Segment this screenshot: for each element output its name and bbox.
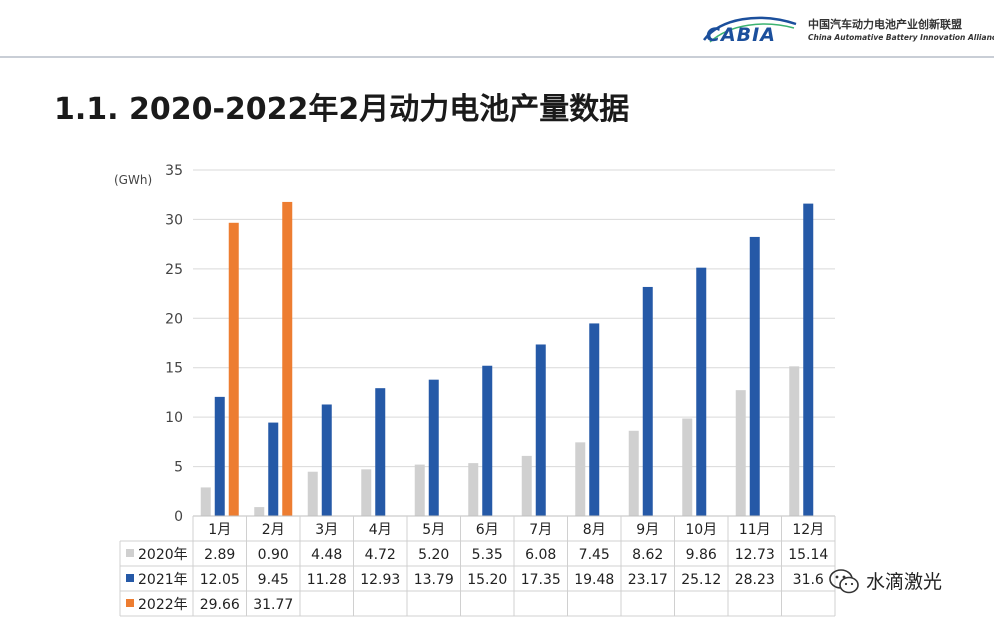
- category-label: 6月: [476, 522, 499, 538]
- data-label: 0.90: [258, 547, 289, 563]
- data-label: 28.23: [735, 572, 775, 588]
- data-label: 11.28: [307, 572, 347, 588]
- y-unit-label: (GWh): [114, 173, 152, 187]
- bar-2020-7: [521, 455, 532, 516]
- bar-2021-4: [375, 388, 386, 516]
- bar-2020-6: [468, 463, 479, 516]
- legend-label: 2022年: [138, 597, 188, 613]
- logo-text: CABIA: [706, 24, 776, 46]
- data-label: 31.77: [253, 597, 293, 613]
- bar-2021-10: [696, 267, 707, 516]
- category-label: 12月: [792, 522, 824, 538]
- data-label: 5.20: [418, 547, 449, 563]
- bar-2021-11: [749, 236, 760, 517]
- bar-2020-3: [307, 471, 318, 516]
- legend-swatch: [126, 549, 134, 557]
- category-label: 4月: [369, 522, 392, 538]
- data-label: 8.62: [632, 547, 663, 563]
- category-label: 1月: [208, 522, 231, 538]
- category-label: 7月: [529, 522, 552, 538]
- bar-2022-2: [282, 201, 293, 517]
- data-label: 31.6: [793, 572, 824, 588]
- bar-2020-2: [254, 507, 265, 516]
- bar-2020-8: [575, 442, 586, 516]
- y-tick-label: 25: [165, 262, 183, 278]
- data-label: 12.73: [735, 547, 775, 563]
- header-bar: CABIA 中国汽车动力电池产业创新联盟 China Automative Ba…: [0, 0, 994, 62]
- bar-2021-9: [642, 286, 653, 516]
- org-name-en: China Automative Battery Innovation Alli…: [808, 33, 994, 42]
- page-title: 1.1. 2020-2022年2月动力电池产量数据: [54, 92, 630, 127]
- logo-swoosh-icon: [702, 16, 797, 43]
- category-label: 10月: [685, 522, 717, 538]
- legend-swatch: [126, 574, 134, 582]
- data-label: 2.89: [204, 547, 235, 563]
- bar-2020-9: [628, 430, 639, 516]
- data-label: 9.86: [686, 547, 717, 563]
- data-label: 29.66: [200, 597, 240, 613]
- org-name-cn: 中国汽车动力电池产业创新联盟: [808, 18, 962, 31]
- data-label: 19.48: [574, 572, 614, 588]
- y-tick-label: 30: [165, 212, 183, 228]
- data-label: 7.45: [579, 547, 610, 563]
- bar-2021-3: [321, 404, 332, 516]
- y-tick-label: 10: [165, 410, 183, 426]
- data-label: 12.05: [200, 572, 240, 588]
- data-label: 6.08: [525, 547, 556, 563]
- data-label: 9.45: [258, 572, 289, 588]
- bar-2021-1: [214, 396, 225, 516]
- bar-2021-12: [803, 203, 814, 516]
- y-tick-label: 0: [174, 509, 183, 525]
- legend-label: 2021年: [138, 572, 188, 588]
- bar-2021-8: [589, 323, 600, 516]
- category-label: 8月: [583, 522, 606, 538]
- wechat-icon: [829, 569, 859, 594]
- data-label: 23.17: [628, 572, 668, 588]
- data-label: 15.14: [788, 547, 828, 563]
- category-label: 9月: [636, 522, 659, 538]
- y-tick-label: 35: [165, 163, 183, 179]
- legend-label: 2020年: [138, 547, 188, 563]
- bar-2021-6: [482, 365, 493, 516]
- header-divider: [0, 56, 994, 58]
- bar-2020-10: [682, 418, 693, 516]
- bar-2020-5: [414, 464, 425, 516]
- y-tick-label: 20: [165, 311, 183, 327]
- data-label: 4.48: [311, 547, 342, 563]
- data-label: 5.35: [472, 547, 503, 563]
- bar-2021-2: [268, 422, 279, 516]
- bar-2021-7: [535, 344, 546, 516]
- y-tick-label: 15: [165, 361, 183, 377]
- category-label: 2月: [262, 522, 285, 538]
- bar-2020-4: [361, 469, 372, 516]
- y-tick-label: 5: [174, 460, 183, 476]
- data-label: 12.93: [360, 572, 400, 588]
- bar-2020-12: [789, 366, 800, 516]
- category-label: 3月: [315, 522, 338, 538]
- bar-2022-1: [228, 222, 239, 516]
- legend-swatch: [126, 599, 134, 607]
- data-label: 13.79: [414, 572, 454, 588]
- bar-2020-1: [200, 487, 211, 516]
- data-label: 15.20: [467, 572, 507, 588]
- cabia-logo: CABIA: [700, 10, 800, 50]
- bar-2021-5: [428, 379, 439, 516]
- category-label: 11月: [739, 522, 771, 538]
- watermark-text: 水滴激光: [866, 571, 943, 593]
- category-label: 5月: [422, 522, 445, 538]
- data-label: 17.35: [521, 572, 561, 588]
- bar-2020-11: [735, 390, 746, 516]
- data-label: 4.72: [365, 547, 396, 563]
- data-label: 25.12: [681, 572, 721, 588]
